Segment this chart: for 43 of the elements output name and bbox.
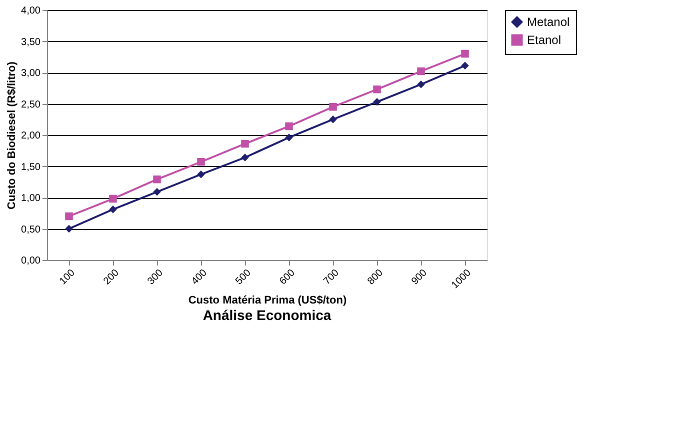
x-axis-title: Custo Matéria Prima (US$/ton)	[188, 294, 347, 306]
point	[285, 134, 293, 142]
text: Análise Economica	[202, 306, 332, 323]
y-axis-title: Custo do Biodiesel (R$/litro)	[6, 61, 18, 210]
point	[65, 212, 73, 220]
x-tick-label: 900	[410, 267, 430, 288]
point	[197, 170, 205, 178]
y-tick-label: 2,00	[21, 130, 41, 142]
point	[373, 86, 381, 94]
legend-label: Metanol	[527, 15, 570, 29]
x-tick-label: 500	[234, 267, 254, 288]
x-tick-label: 400	[190, 267, 210, 288]
point	[329, 116, 337, 124]
point	[241, 140, 249, 148]
point	[329, 103, 337, 111]
point	[461, 62, 469, 70]
x-tick-label: 200	[102, 267, 122, 288]
point	[461, 50, 469, 58]
point	[373, 98, 381, 106]
point	[109, 206, 117, 214]
y-tick-label: 1,00	[21, 193, 41, 204]
x-tick-label: 600	[278, 267, 298, 288]
point	[65, 224, 73, 233]
point	[285, 122, 293, 130]
point	[417, 80, 425, 88]
y-tick-label: 3,00	[21, 68, 41, 79]
point	[153, 188, 161, 196]
y-tick-label: 1,50	[21, 162, 41, 173]
point	[241, 154, 249, 162]
x-tick-label: 300	[146, 267, 166, 288]
point	[197, 158, 205, 166]
point	[417, 67, 425, 76]
y-tick-label: 4,00	[21, 6, 41, 16]
y-tick-label: 2,50	[21, 99, 41, 110]
x-tick-label: 800	[366, 267, 386, 288]
x-tick-label: 100	[58, 267, 78, 288]
y-tick-label: 0,50	[21, 224, 41, 236]
x-tick-label: 700	[322, 267, 342, 288]
y-tick-label: 3,50	[21, 36, 41, 48]
legend-label: Etanol	[527, 33, 562, 47]
point	[109, 194, 117, 203]
point	[153, 176, 161, 184]
y-tick-label: 0,00	[21, 256, 41, 266]
